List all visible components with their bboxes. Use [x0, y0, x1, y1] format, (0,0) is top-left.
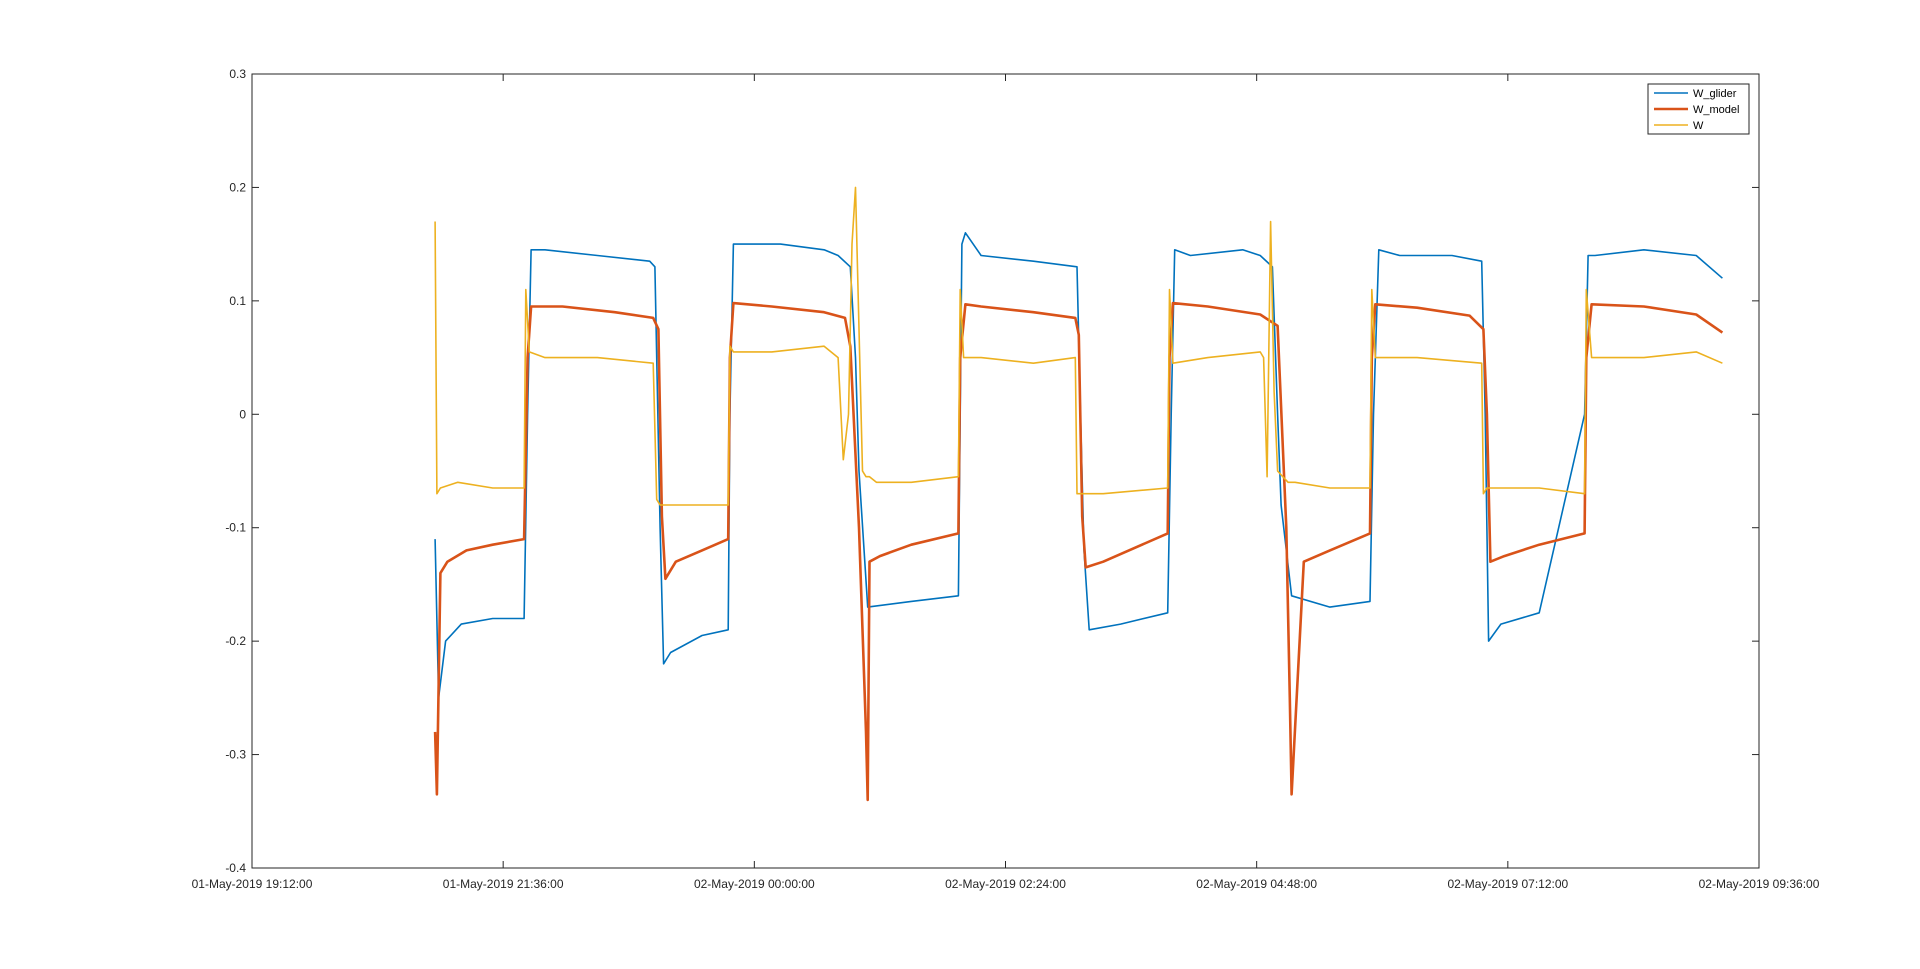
x-tick-label: 01-May-2019 19:12:00 — [192, 877, 313, 891]
legend-entry-label: W_glider — [1693, 88, 1737, 100]
series-line-w-glider — [434, 232, 1723, 699]
y-tick-label: -0.3 — [225, 748, 246, 762]
y-tick-label: -0.4 — [225, 861, 246, 875]
x-tick-label: 01-May-2019 21:36:00 — [443, 877, 564, 891]
legend-entry-label: W — [1693, 120, 1704, 132]
y-tick-label: 0.1 — [229, 294, 246, 308]
x-tick-label: 02-May-2019 07:12:00 — [1447, 877, 1568, 891]
series-line-w — [434, 186, 1723, 506]
x-tick-label: 02-May-2019 02:24:00 — [945, 877, 1066, 891]
x-tick-label: 02-May-2019 00:00:00 — [694, 877, 815, 891]
y-tick-label: 0.3 — [229, 67, 246, 81]
y-tick-label: 0.2 — [229, 180, 246, 194]
series-line-w-model — [433, 301, 1724, 802]
x-tick-label: 02-May-2019 04:48:00 — [1196, 877, 1317, 891]
y-tick-label: -0.1 — [225, 521, 246, 535]
plot-area — [252, 74, 1759, 868]
y-tick-label: -0.2 — [225, 634, 246, 648]
x-tick-label: 02-May-2019 09:36:00 — [1699, 877, 1820, 891]
y-tick-label: 0 — [239, 407, 246, 421]
legend-entry-label: W_model — [1693, 104, 1739, 116]
